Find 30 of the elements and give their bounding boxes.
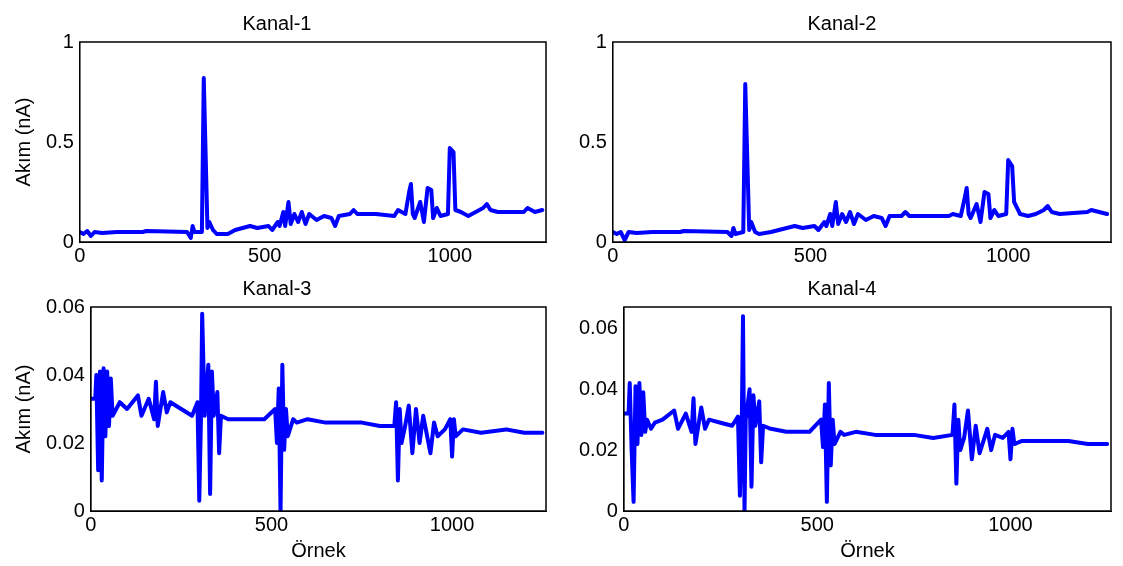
x-tick-label: 1000: [429, 512, 475, 535]
chart-title: Kanal-4: [807, 276, 877, 299]
y-tick-label: 0.06: [45, 294, 85, 317]
y-tick-label: 0.06: [578, 315, 618, 338]
chart-title: Kanal-2: [807, 11, 877, 34]
y-tick-label: 0.04: [45, 362, 85, 385]
y-tick-label: 0: [606, 498, 618, 521]
y-tick-label: 0.04: [578, 376, 618, 399]
y-tick-label: 0: [73, 498, 85, 521]
y-tick-label: 0.5: [578, 129, 607, 152]
x-tick-label: 1000: [988, 512, 1033, 535]
y-tick-label: 0.02: [578, 437, 618, 460]
y-tick-label: 0.5: [45, 129, 74, 152]
chart-title: Kanal-3: [242, 276, 312, 299]
y-axis-title: Akım (nA): [11, 97, 34, 187]
x-tick-label: 500: [248, 243, 282, 266]
y-tick-label: 0: [62, 229, 74, 252]
y-tick-label: 0.02: [45, 430, 85, 453]
x-axis-title: Örnek: [291, 538, 347, 561]
x-axis-title: Örnek: [840, 538, 896, 561]
chart-title: Kanal-1: [242, 11, 312, 34]
y-tick-label: 1: [595, 29, 607, 52]
x-tick-label: 500: [793, 243, 828, 266]
y-tick-label: 1: [62, 29, 74, 52]
x-tick-label: 1000: [985, 243, 1031, 266]
x-tick-label: 500: [254, 512, 289, 535]
x-tick-label: 1000: [427, 243, 473, 266]
y-axis-title: Akım (nA): [11, 364, 34, 454]
x-tick-label: 500: [800, 512, 834, 535]
y-tick-label: 0: [595, 229, 607, 252]
